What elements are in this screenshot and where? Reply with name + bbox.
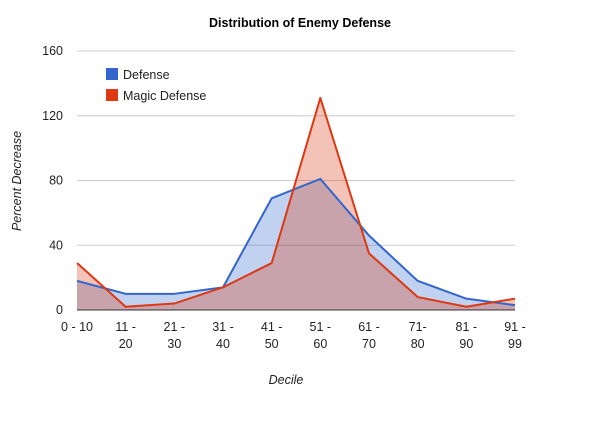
data-point (75, 261, 79, 265)
x-tick-label-line: 30 (167, 337, 181, 351)
data-point (464, 305, 468, 309)
x-tick-label-line: 61 - (358, 320, 380, 334)
legend-swatch (106, 89, 118, 101)
data-point (270, 196, 274, 200)
x-tick-label-line: 70 (362, 337, 376, 351)
series-area-1 (77, 178, 515, 310)
data-point (416, 279, 420, 283)
data-point (172, 302, 176, 306)
data-point (124, 305, 128, 309)
x-axis-ticks: 0 - 10 11 - 20 21 - 30 31 - 40 41 - 50 51 - 60 61 -… (61, 320, 526, 351)
series-line-2 (76, 96, 516, 308)
legend: Defense Magic Defense (106, 68, 206, 103)
data-point (172, 292, 176, 296)
y-tick-label: 0 (56, 303, 63, 317)
x-tick-label-line: 80 (411, 337, 425, 351)
legend-label: Defense (123, 68, 170, 82)
x-tick-label: 61 - 70 (358, 320, 380, 351)
x-tick-label-line: 91 - (504, 320, 526, 334)
x-tick-label: 91 - 99 (504, 320, 526, 351)
x-tick-label-line: 20 (119, 337, 133, 351)
y-tick-label: 40 (49, 238, 63, 252)
data-point (416, 295, 420, 299)
data-point (318, 177, 322, 181)
series-lines (75, 96, 517, 309)
legend-label: Magic Defense (123, 89, 206, 103)
x-tick-label: 11 - 20 (115, 320, 136, 351)
x-tick-label-line: 40 (216, 337, 230, 351)
x-tick-label: 21 - 30 (164, 320, 186, 351)
series-area-2 (77, 97, 515, 310)
x-tick-label-line: 0 - 10 (61, 320, 93, 334)
y-axis-ticks: 0 40 80 120 160 (42, 44, 63, 317)
y-tick-label: 160 (42, 44, 63, 58)
x-tick-label: 0 - 10 (61, 320, 93, 334)
x-tick-label-line: 51 - (310, 320, 332, 334)
y-tick-label: 120 (42, 109, 63, 123)
x-tick-label-line: 60 (313, 337, 327, 351)
gridlines (77, 50, 515, 246)
data-point (513, 303, 517, 307)
series-areas (77, 97, 515, 310)
x-tick-label-line: 71- (409, 320, 427, 334)
x-tick-label-line: 21 - (164, 320, 186, 334)
data-point (124, 292, 128, 296)
x-tick-label: 51 - 60 (310, 320, 332, 351)
data-point (367, 234, 371, 238)
data-point (318, 96, 322, 100)
x-axis-label: Decile (269, 373, 304, 387)
x-tick-label: 31 - 40 (212, 320, 234, 351)
x-tick-label: 71-80 (409, 320, 427, 351)
x-tick-label-line: 41 - (261, 320, 283, 334)
data-point (464, 297, 468, 301)
x-tick-label-line: 31 - (212, 320, 234, 334)
x-tick-label-line: 99 (508, 337, 522, 351)
series-line-1 (76, 177, 516, 307)
data-point (367, 251, 371, 255)
y-axis-label: Percent Decrease (10, 131, 24, 231)
data-point (513, 297, 517, 301)
x-tick-label-line: 90 (459, 337, 473, 351)
x-tick-label-line: 81 - (456, 320, 478, 334)
x-tick-label: 41 - 50 (261, 320, 283, 351)
y-tick-label: 80 (49, 174, 63, 188)
chart-title: Distribution of Enemy Defense (209, 16, 391, 30)
data-point (270, 261, 274, 265)
x-tick-label-line: 11 - (115, 320, 136, 334)
x-tick-label-line: 50 (265, 337, 279, 351)
x-tick-label: 81 - 90 (456, 320, 478, 351)
data-point (75, 279, 79, 283)
legend-swatch (106, 68, 118, 80)
data-point (221, 285, 225, 289)
